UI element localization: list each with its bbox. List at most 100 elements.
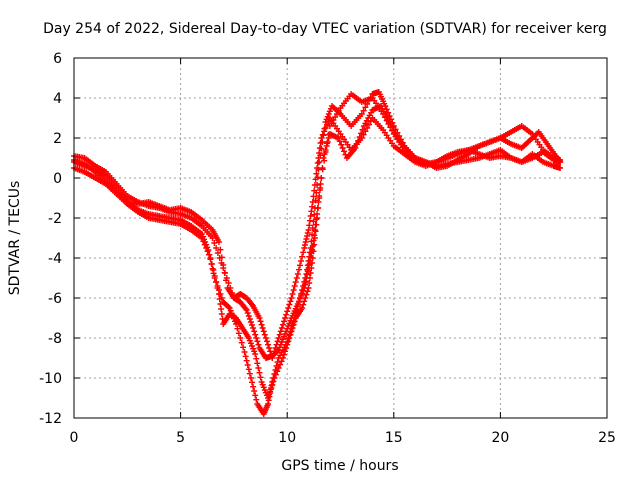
interp-marker [281,318,288,325]
interp-marker [204,248,211,255]
interp-marker [299,253,306,260]
interp-marker [301,281,308,288]
interp-marker [254,360,261,367]
data-point [271,375,278,381]
data-point [318,135,325,141]
interp-marker [235,330,242,337]
interp-marker [300,249,307,256]
interp-marker [283,311,290,318]
data-point [314,165,321,171]
x-tick-label: 10 [278,430,296,446]
interp-marker [218,306,225,312]
interp-marker [319,165,326,171]
y-tick-label: -10 [39,371,62,387]
interp-marker [317,185,324,191]
interp-marker [246,316,253,322]
data-point [252,351,259,357]
interp-marker [253,355,260,362]
interp-marker [277,328,284,335]
interp-marker [311,235,318,241]
interp-marker [322,125,329,131]
interp-marker [301,298,308,305]
interp-marker [225,304,232,310]
x-tick-label: 15 [385,430,403,446]
interp-marker [272,345,279,351]
data-point [215,239,222,245]
x-tick-label: 25 [598,430,616,446]
interp-marker [210,267,217,273]
data-point [352,145,359,151]
data-point [243,307,250,313]
interp-marker [282,348,289,355]
interp-marker [285,338,292,345]
interp-marker [218,311,225,317]
data-point [256,315,263,321]
interp-marker [289,291,296,297]
interp-marker [218,254,225,261]
interp-marker [244,310,251,316]
y-tick-label: -4 [48,251,62,267]
data-point [557,165,564,171]
interp-marker [322,147,329,153]
interp-marker [339,145,346,151]
data-point [275,335,282,341]
interp-marker [311,187,318,194]
data-point [299,305,306,311]
interp-marker [256,369,263,376]
interp-marker [293,275,300,281]
interp-marker [217,246,224,253]
data-series [71,89,564,417]
interp-marker [309,260,316,266]
data-point [207,255,214,261]
interp-marker [261,331,268,338]
interp-marker [217,301,224,307]
interp-marker [306,280,313,286]
interp-marker [252,392,259,399]
interp-marker [269,381,276,388]
interp-marker [220,262,227,268]
interp-marker [200,238,207,245]
interp-marker [302,239,309,245]
interp-marker [290,321,297,328]
interp-marker [242,353,249,360]
data-point [286,335,293,341]
interp-marker [201,241,208,248]
interp-marker [257,374,264,381]
data-point [265,395,272,401]
interp-marker [306,222,313,229]
y-tick-label: -2 [48,211,62,227]
interp-marker [254,338,261,345]
interp-marker [265,341,272,348]
interp-marker [251,328,258,335]
interp-marker [304,288,311,295]
data-point [301,245,308,251]
interp-marker [319,131,326,138]
interp-marker [315,199,322,205]
interp-marker [221,269,228,276]
interp-marker [257,318,264,325]
interp-marker [355,137,362,144]
plot-frame [73,57,608,419]
interp-marker [358,130,365,137]
interp-marker [316,145,323,151]
y-tick-label: -12 [39,411,62,427]
data-point [262,335,269,341]
interp-marker [253,396,260,403]
interp-marker [304,230,311,236]
interp-marker [307,270,314,276]
interp-marker [214,250,221,256]
interp-marker [359,126,366,133]
interp-marker [287,331,294,338]
interp-marker [277,361,284,368]
interp-marker [246,370,253,377]
interp-marker [278,358,285,365]
interp-marker [284,308,291,315]
interp-marker [245,313,252,319]
interp-marker [321,128,328,135]
interp-marker [289,325,296,331]
interp-marker [260,328,267,335]
y-tick-label: -8 [48,331,62,347]
interp-marker [272,371,279,378]
data-point [215,291,222,297]
interp-marker [313,170,320,177]
